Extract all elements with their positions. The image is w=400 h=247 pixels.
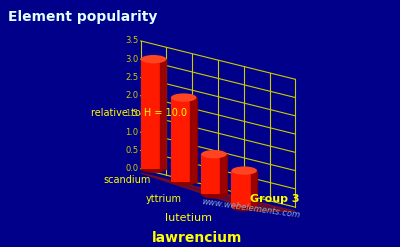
Text: scandium: scandium [104,175,151,185]
Text: www.webelements.com: www.webelements.com [201,197,301,220]
Ellipse shape [141,55,166,63]
Polygon shape [220,154,227,194]
Text: yttrium: yttrium [145,194,181,204]
FancyBboxPatch shape [171,98,196,182]
FancyBboxPatch shape [141,59,166,169]
FancyBboxPatch shape [231,171,257,207]
Polygon shape [141,173,295,211]
Ellipse shape [171,93,196,102]
Text: lutetium: lutetium [165,212,212,223]
Ellipse shape [141,165,166,173]
Ellipse shape [231,166,257,175]
Text: 2.0: 2.0 [125,91,138,100]
Ellipse shape [231,203,257,211]
Text: relative to H = 10.0: relative to H = 10.0 [91,108,187,118]
Text: 3.0: 3.0 [125,55,138,64]
FancyBboxPatch shape [201,154,227,194]
Text: 1.0: 1.0 [125,128,138,137]
Polygon shape [250,171,257,207]
Ellipse shape [201,150,227,158]
Text: 0.5: 0.5 [125,146,138,155]
Text: 1.5: 1.5 [125,109,138,119]
Polygon shape [190,98,196,182]
Ellipse shape [201,190,227,199]
Text: 0.0: 0.0 [125,164,138,173]
Text: 3.5: 3.5 [125,36,138,45]
Text: 2.5: 2.5 [125,73,138,82]
Text: Element popularity: Element popularity [8,10,157,24]
Ellipse shape [171,177,196,186]
Text: lawrencium: lawrencium [152,231,242,245]
Text: Group 3: Group 3 [250,194,299,204]
Polygon shape [160,59,166,169]
